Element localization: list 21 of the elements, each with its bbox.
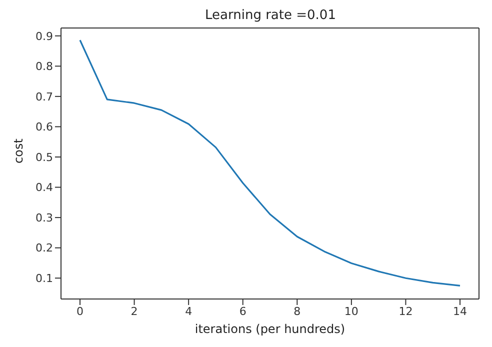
x-tick-label: 8 [294,304,301,318]
y-tick-label: 0.9 [36,30,53,43]
x-tick-label: 0 [76,304,84,318]
y-tick-label: 0.2 [36,242,53,255]
y-tick-label: 0.4 [36,181,53,194]
y-tick-label: 0.8 [36,60,53,74]
y-tick-label: 0.7 [36,90,53,104]
x-axis-title: iterations (per hundreds) [194,322,346,336]
chart-title: Learning rate =0.01 [204,8,337,23]
y-tick-label: 0.5 [36,150,53,164]
x-tick-label: 6 [239,304,246,318]
y-tick-label: 0.1 [36,272,53,286]
x-tick-label: 14 [453,304,467,318]
y-tick-label: 0.6 [36,120,53,134]
x-tick-label: 2 [130,304,138,318]
y-axis-title: cost [11,138,26,164]
x-tick-label: 4 [185,304,192,318]
line-series [79,39,461,286]
y-tick-label: 0.3 [36,211,53,224]
x-tick-label: 12 [398,304,413,318]
x-tick-label: 10 [344,304,358,318]
